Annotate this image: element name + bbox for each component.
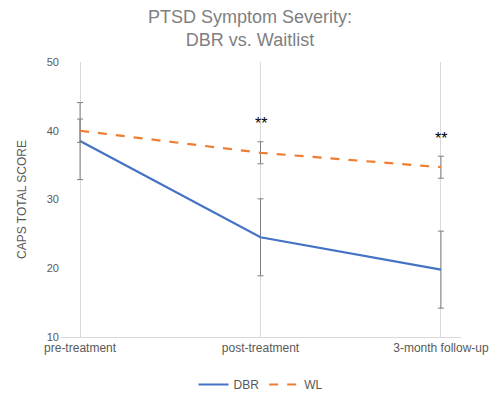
svg-text:**: ** — [435, 130, 447, 147]
svg-text:DBR: DBR — [234, 378, 260, 392]
svg-text:3-month follow-up: 3-month follow-up — [393, 341, 489, 355]
svg-text:WL: WL — [304, 378, 322, 392]
svg-text:PTSD Symptom Severity:DBR vs.: PTSD Symptom Severity:DBR vs. Waitlist — [148, 7, 352, 50]
svg-text:post-treatment: post-treatment — [222, 341, 300, 355]
svg-text:40: 40 — [47, 125, 59, 137]
svg-text:pre-treatment: pre-treatment — [44, 341, 117, 355]
svg-text:10: 10 — [47, 331, 59, 343]
svg-text:CAPS TOTAL SCORE: CAPS TOTAL SCORE — [15, 140, 29, 259]
svg-text:**: ** — [255, 115, 267, 132]
svg-text:50: 50 — [47, 56, 59, 68]
svg-text:20: 20 — [47, 262, 59, 274]
svg-text:30: 30 — [47, 193, 59, 205]
